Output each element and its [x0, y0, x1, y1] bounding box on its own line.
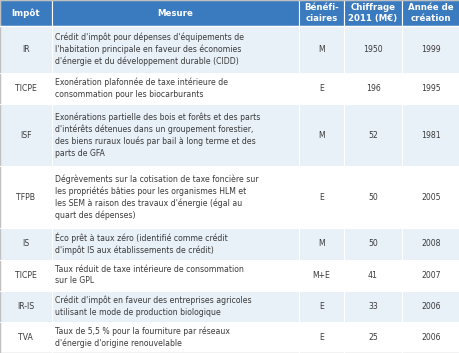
- Text: 41: 41: [367, 271, 377, 280]
- Bar: [0, 228, 459, 259]
- Text: Chiffrage
2011 (M€): Chiffrage 2011 (M€): [348, 3, 397, 23]
- Text: ISF: ISF: [20, 131, 31, 139]
- Text: Exonération plafonnée de taxe intérieure de
consommation pour les biocarburants: Exonération plafonnée de taxe intérieure…: [55, 78, 227, 99]
- Text: IR-IS: IR-IS: [17, 302, 34, 311]
- Text: TICPE: TICPE: [15, 271, 37, 280]
- Text: Année de
création: Année de création: [407, 3, 453, 23]
- Bar: [0, 259, 459, 291]
- Text: 1995: 1995: [420, 84, 440, 93]
- Bar: [0, 322, 459, 353]
- Text: Éco prêt à taux zéro (identifié comme crédit
d'impôt IS aux établissements de cr: Éco prêt à taux zéro (identifié comme cr…: [55, 233, 227, 255]
- Text: IS: IS: [22, 239, 29, 249]
- Bar: [298, 0, 343, 26]
- Bar: [0, 26, 459, 73]
- Text: 2008: 2008: [420, 239, 440, 249]
- Text: 33: 33: [367, 302, 377, 311]
- Text: 50: 50: [367, 239, 377, 249]
- Text: Taux de 5,5 % pour la fourniture par réseaux
d'énergie d'origine renouvelable: Taux de 5,5 % pour la fourniture par rés…: [55, 327, 229, 348]
- Bar: [0, 104, 459, 166]
- Bar: [0, 166, 459, 228]
- Text: 1950: 1950: [363, 45, 382, 54]
- Bar: [0, 73, 459, 104]
- Text: 25: 25: [367, 333, 377, 342]
- Text: 52: 52: [367, 131, 377, 139]
- Text: Impôt: Impôt: [11, 8, 40, 18]
- Text: E: E: [319, 333, 323, 342]
- Text: Taux réduit de taxe intérieure de consommation
sur le GPL: Taux réduit de taxe intérieure de consom…: [55, 265, 243, 285]
- Text: E: E: [319, 84, 323, 93]
- Text: M+E: M+E: [312, 271, 330, 280]
- Text: IR: IR: [22, 45, 29, 54]
- Text: M: M: [318, 131, 324, 139]
- Text: 196: 196: [365, 84, 380, 93]
- Text: 2006: 2006: [420, 302, 440, 311]
- Text: 1999: 1999: [420, 45, 440, 54]
- Text: E: E: [319, 302, 323, 311]
- Text: 2005: 2005: [420, 193, 440, 202]
- Bar: [0, 291, 459, 322]
- Text: E: E: [319, 193, 323, 202]
- Text: Crédit d'impôt pour dépenses d'équipements de
l'habitation principale en faveur : Crédit d'impôt pour dépenses d'équipemen…: [55, 32, 243, 66]
- Bar: [51, 0, 298, 26]
- Text: Crédit d'impôt en faveur des entreprises agricoles
utilisant le mode de producti: Crédit d'impôt en faveur des entreprises…: [55, 296, 251, 317]
- Text: Bénéfi-
ciaires: Bénéfi- ciaires: [303, 3, 338, 23]
- Text: Dégrèvements sur la cotisation de taxe foncière sur
les propriétés bâties pour l: Dégrèvements sur la cotisation de taxe f…: [55, 174, 257, 220]
- Text: M: M: [318, 45, 324, 54]
- Text: 2006: 2006: [420, 333, 440, 342]
- Bar: [0, 0, 51, 26]
- Text: Exonérations partielle des bois et forêts et des parts
d'intérêts détenues dans : Exonérations partielle des bois et forêt…: [55, 112, 259, 157]
- Bar: [401, 0, 459, 26]
- Text: TICPE: TICPE: [15, 84, 37, 93]
- Text: Mesure: Mesure: [157, 8, 193, 18]
- Text: M: M: [318, 239, 324, 249]
- Text: TFPB: TFPB: [16, 193, 35, 202]
- Text: 1981: 1981: [420, 131, 440, 139]
- Text: 2007: 2007: [420, 271, 440, 280]
- Text: TVA: TVA: [18, 333, 33, 342]
- Text: 50: 50: [367, 193, 377, 202]
- Bar: [343, 0, 401, 26]
